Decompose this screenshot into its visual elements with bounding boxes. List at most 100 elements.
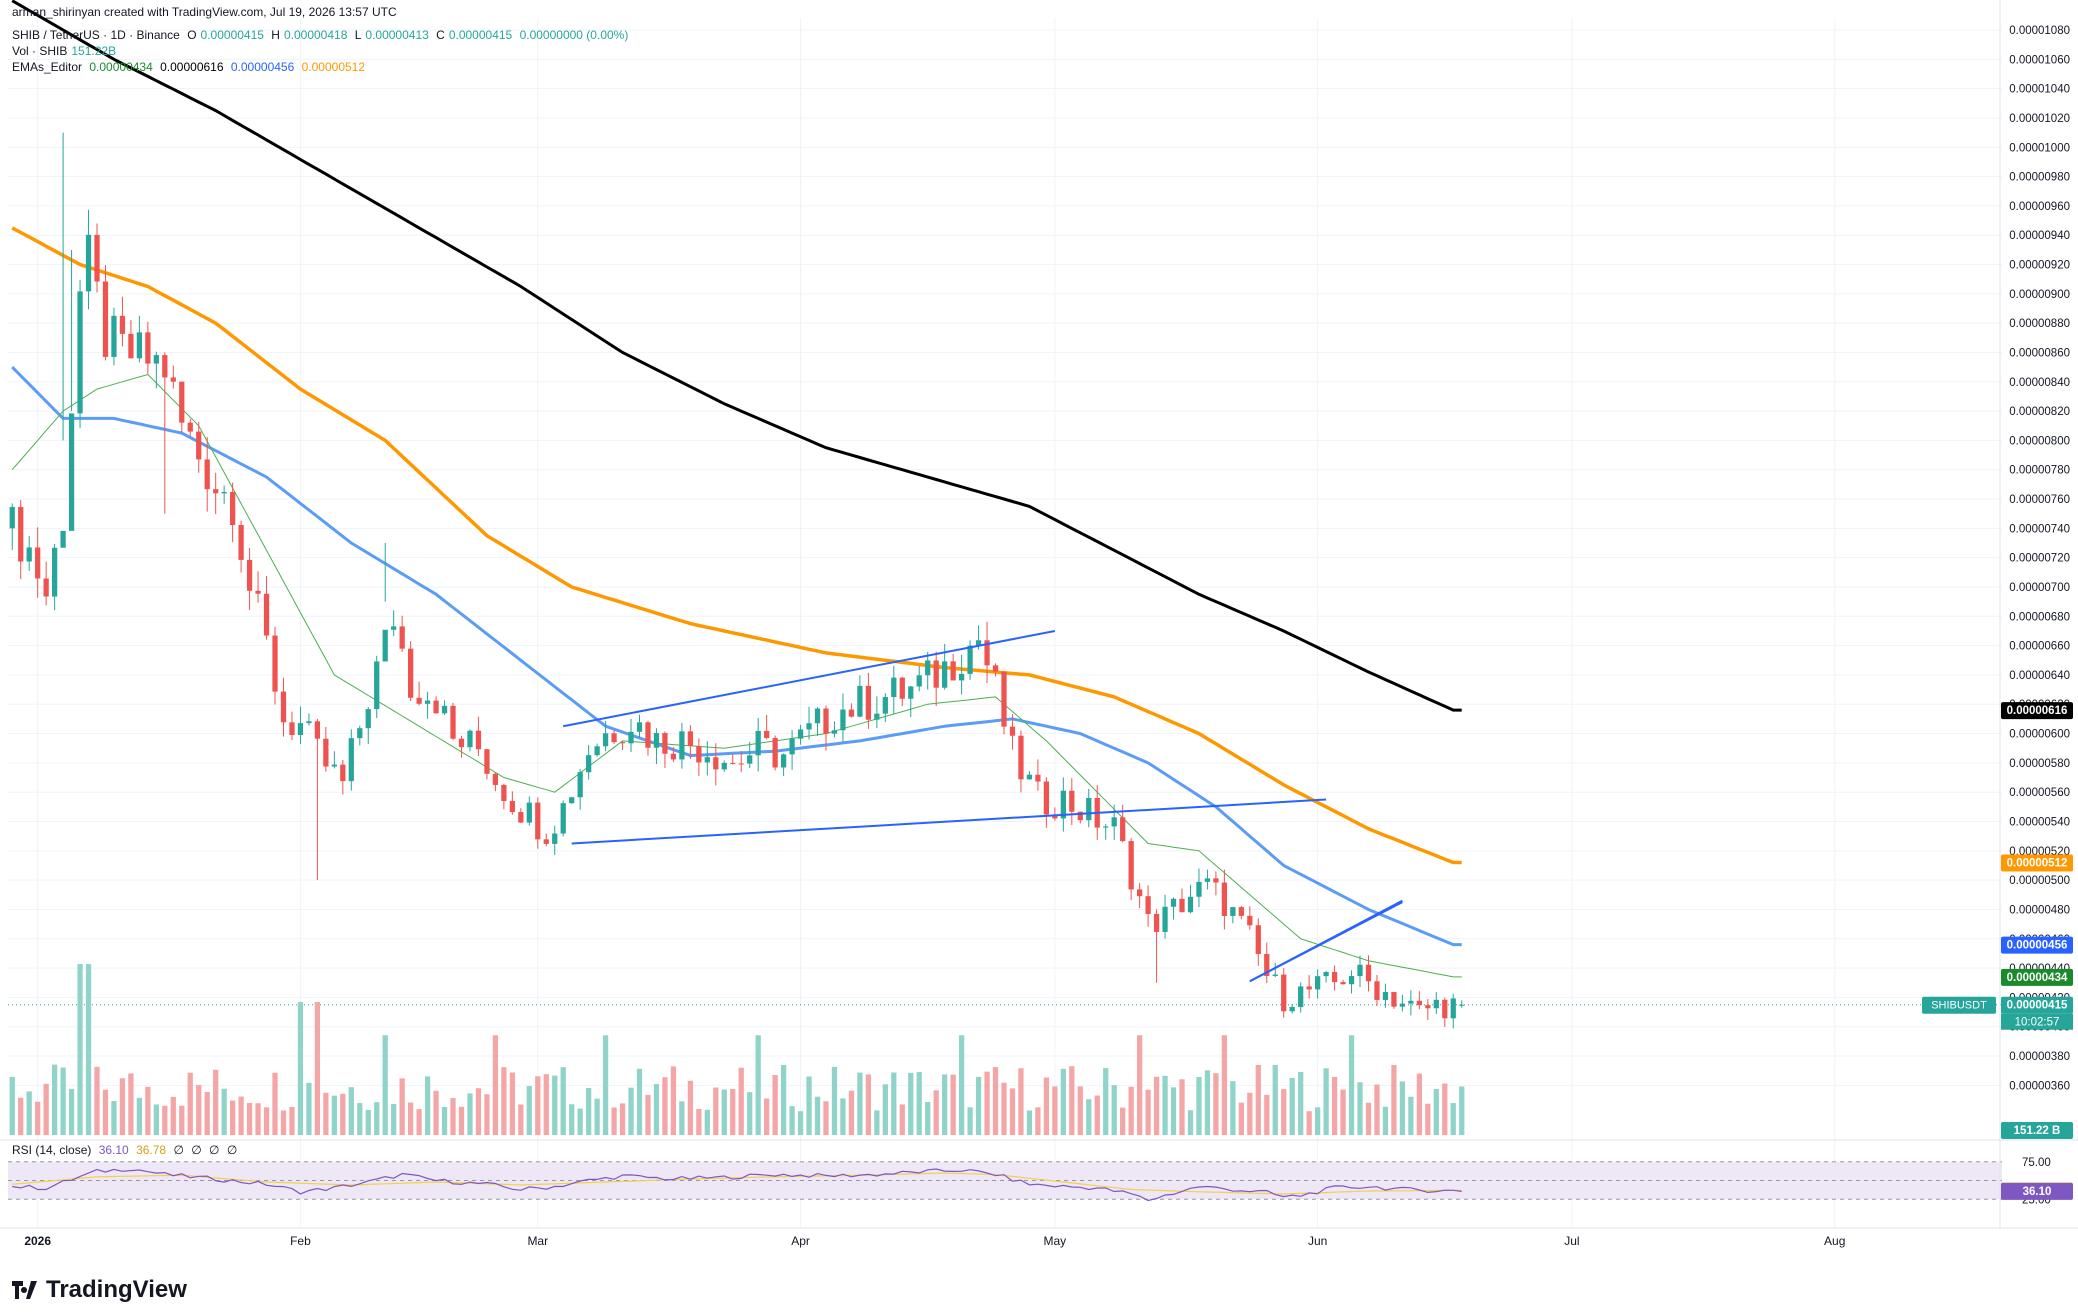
candle-body	[306, 721, 312, 724]
symbol-name[interactable]: SHIB / TetherUS · 1D · Binance	[12, 28, 180, 42]
candle-body	[374, 661, 380, 710]
candle-body	[891, 677, 897, 698]
volume-bar	[823, 1101, 829, 1135]
candle-body	[789, 738, 795, 755]
price-tick-label: 0.00000920	[2009, 260, 2070, 272]
candle-body	[94, 234, 100, 282]
price-tick-label: 0.00001060	[2009, 54, 2070, 66]
candle-body	[1077, 811, 1083, 821]
volume-bar	[628, 1087, 634, 1135]
volume-bar	[645, 1094, 651, 1135]
volume-bar	[391, 1103, 397, 1135]
candle-body	[908, 686, 914, 699]
candle-body	[18, 507, 24, 562]
volume-bar	[374, 1102, 380, 1135]
price-axis[interactable]: 0.00001080 0.00001060 0.00001040 0.00001020…	[1999, 0, 2070, 1228]
price-tick-label: 0.00000480	[2009, 904, 2070, 916]
candle-body	[111, 315, 117, 357]
candle-body	[238, 525, 244, 560]
candle-body	[221, 491, 227, 494]
volume-bar	[297, 1002, 304, 1135]
volume-bar	[1331, 1076, 1338, 1135]
candle-body	[280, 691, 287, 723]
candle-body	[1145, 896, 1151, 914]
candle-body	[9, 507, 15, 529]
volume-bar	[679, 1101, 685, 1135]
price-labels: 0.00000616 0.00000512 0.00000456 0.00000434…	[1922, 702, 2073, 1200]
volume-bar	[128, 1073, 134, 1135]
volume-legend[interactable]: Vol · SHIB 151.22B	[12, 44, 117, 58]
candle-body	[1009, 726, 1016, 736]
volume-bar	[1408, 1096, 1414, 1135]
volume-bar	[1416, 1073, 1422, 1135]
time-tick-label: Jun	[1308, 1234, 1327, 1248]
candle-body	[1331, 972, 1338, 983]
countdown-bg	[2001, 1013, 2073, 1030]
price-label: 0.00000415	[2007, 1000, 2068, 1012]
candle-body	[747, 755, 753, 764]
volume-bar	[1433, 1089, 1439, 1135]
candle-body	[1035, 774, 1041, 782]
candle-body	[950, 661, 956, 681]
time-tick-label: Apr	[791, 1234, 810, 1248]
volume-bar	[221, 1088, 227, 1135]
price-label-bg	[2001, 702, 2073, 720]
candle-body	[696, 746, 702, 763]
volume-bar	[238, 1096, 244, 1135]
candle-body	[594, 746, 600, 756]
volume-bar	[153, 1104, 159, 1135]
rsi-legend[interactable]: RSI (14, close) 36.10 36.78 ∅ ∅ ∅ ∅	[12, 1143, 238, 1157]
volume-bar	[196, 1084, 202, 1135]
price-tick-label: 0.00000780	[2009, 465, 2070, 477]
ema200-value: 0.00000616	[160, 60, 224, 74]
rsi-band	[8, 1161, 2002, 1200]
candle-body	[1442, 999, 1448, 1019]
symbol-legend[interactable]: SHIB / TetherUS · 1D · Binance O 0.000004…	[12, 28, 629, 42]
price-tick-label: 0.00000960	[2009, 201, 2070, 213]
volume-bar	[323, 1092, 329, 1135]
volume-bar	[1374, 1084, 1380, 1135]
price-tick-label: 0.00000640	[2009, 670, 2070, 682]
tradingview-logo[interactable]: TradingView	[12, 1276, 187, 1304]
candle-body	[213, 489, 219, 494]
volume-bar	[145, 1086, 151, 1135]
low-value: 0.00000413	[365, 28, 429, 42]
candle-body	[365, 709, 371, 729]
candle-body	[1408, 1000, 1414, 1004]
price-tick-label: 0.00000940	[2009, 230, 2070, 242]
volume-bar	[280, 1110, 287, 1135]
time-axis[interactable]: 2026 Feb Mar Apr May Jun Jul Aug	[0, 1227, 2078, 1248]
price-tick-label: 0.00000700	[2009, 582, 2070, 594]
ema-legend[interactable]: EMAs_Editor 0.00000434 0.00000616 0.0000…	[12, 60, 366, 74]
rsi-value: 36.10	[98, 1143, 129, 1157]
candle-body	[1289, 1007, 1295, 1012]
candle-body	[560, 803, 566, 834]
candle-body	[255, 590, 261, 594]
volume-bar	[365, 1109, 371, 1135]
volume-bar	[789, 1106, 795, 1135]
high-value: 0.00000418	[283, 28, 348, 42]
volume-bar	[899, 1104, 905, 1135]
candle-body	[975, 640, 982, 646]
volume-bar	[509, 1072, 515, 1135]
open-value: 0.00000415	[200, 28, 264, 42]
candle-body	[814, 708, 821, 724]
volume-bar	[806, 1076, 812, 1135]
candle-body	[263, 593, 270, 636]
trendlines[interactable]	[563, 629, 1403, 983]
volume-bar	[501, 1067, 507, 1135]
ema100-line	[11, 226, 1462, 865]
price-tick-label: 0.00000560	[2009, 787, 2070, 799]
flag-lower-trendline	[1249, 899, 1403, 983]
volume-bar	[263, 1107, 270, 1135]
volume-bar	[1247, 1092, 1253, 1135]
time-tick-label: May	[1044, 1234, 1067, 1248]
candle-body	[1382, 992, 1389, 1000]
rsi-ma-line	[12, 1172, 1462, 1195]
volume-bar	[975, 1076, 982, 1135]
volume-bar	[1255, 1065, 1261, 1135]
volume-bar	[526, 1086, 532, 1135]
volume-bar	[433, 1090, 439, 1135]
